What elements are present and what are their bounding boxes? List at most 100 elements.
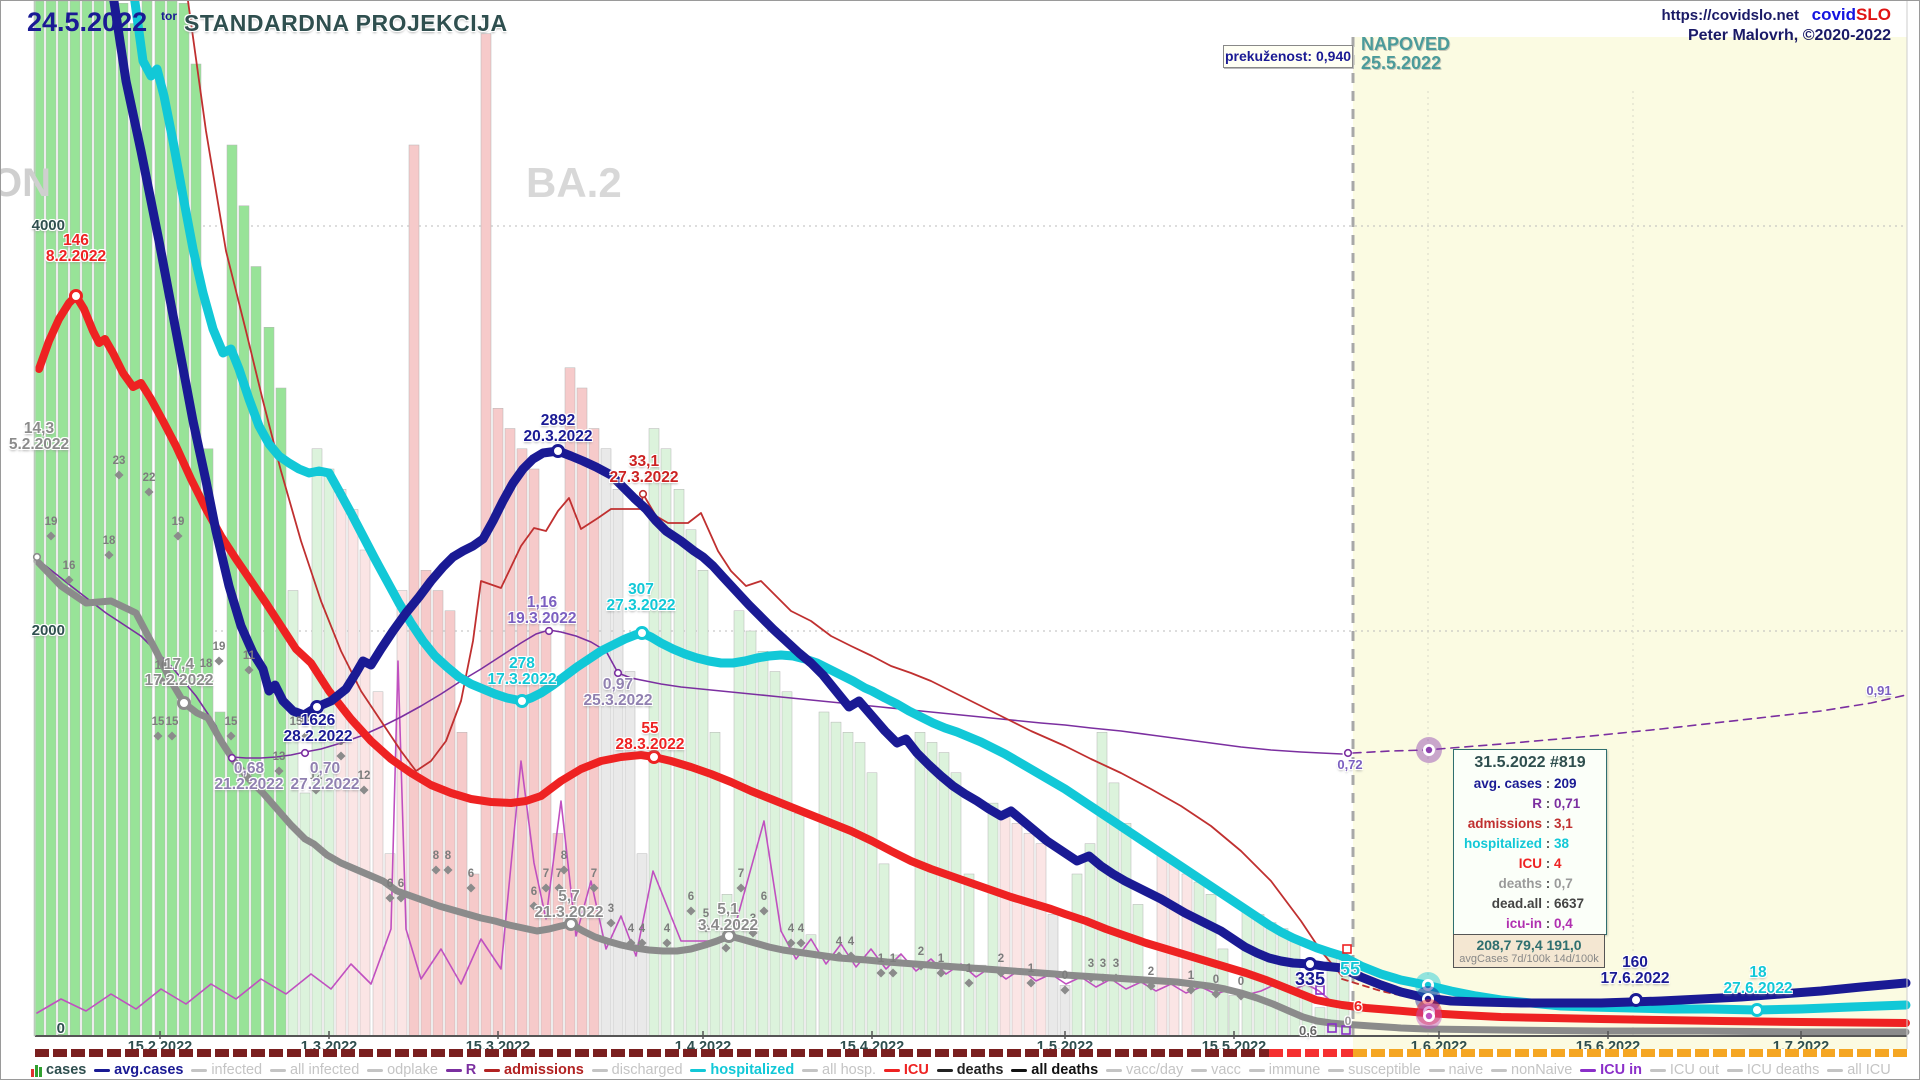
legend-item-susceptible[interactable]: susceptible: [1328, 1062, 1421, 1078]
daily-cases-bar: [1011, 823, 1023, 1037]
daily-deaths-count: 0: [1238, 976, 1244, 988]
daily-deaths-count: 1: [966, 963, 973, 975]
legend-item-nonnaive[interactable]: nonNaive: [1491, 1062, 1572, 1078]
daily-cases-bar: [781, 691, 793, 1037]
daily-cases-bar: [1132, 904, 1144, 1037]
legend-item-vacc-day[interactable]: vacc/day: [1106, 1062, 1183, 1078]
series-point-marker: [177, 696, 191, 710]
series-point-marker: [647, 750, 661, 764]
site-url-link[interactable]: https://covidslo.net: [1661, 7, 1799, 24]
legend-item-r[interactable]: R: [445, 1062, 476, 1078]
legend-item-immune[interactable]: immune: [1248, 1062, 1320, 1078]
legend-item-icu[interactable]: ICU: [883, 1062, 929, 1078]
legend-item-naive[interactable]: naive: [1428, 1062, 1483, 1078]
daily-deaths-marker: [1146, 981, 1156, 991]
series-dash-icon: [802, 1068, 819, 1072]
page-title: STANDARDNA PROJEKCIJA: [184, 10, 508, 36]
logo-slo: SLO: [1856, 5, 1891, 24]
daily-deaths-count: 16: [63, 560, 76, 572]
daily-deaths-count: 4: [836, 936, 843, 948]
daily-deaths-count: 6: [468, 868, 474, 880]
legend-item-label: ICU: [903, 1062, 929, 1078]
daily-cases-bar: [1228, 995, 1240, 1037]
legend-item-icu-deaths[interactable]: ICU deaths: [1726, 1062, 1820, 1078]
series-point-marker-small: [613, 668, 623, 678]
series-point-marker: [1303, 957, 1317, 971]
daily-cases-bar: [697, 570, 709, 1037]
daily-cases-bar: [890, 954, 902, 1037]
data-point-label: 18 27.6.2022: [1723, 964, 1793, 997]
legend-item-all-deaths[interactable]: all deaths: [1011, 1062, 1098, 1078]
daily-cases-bar: [830, 721, 842, 1037]
series-dash-icon: [1328, 1068, 1345, 1072]
forecast-glow-dot: [1424, 981, 1432, 989]
series-point-marker: [515, 694, 529, 708]
legend-item-icu-out[interactable]: ICU out: [1649, 1062, 1719, 1078]
daily-deaths-count: 15: [166, 716, 179, 728]
incidence-footer-box: 208,7 79,4 191,0 avgCases 7d/100k 14d/10…: [1453, 934, 1605, 968]
logo-covid: covid: [1811, 5, 1857, 24]
forecast-glow-dot: [1425, 746, 1433, 754]
icu-line: [35, 292, 1910, 1027]
info-row-deaths: deaths:0,7: [1498, 876, 1573, 891]
legend-item-all-infected[interactable]: all infected: [269, 1062, 359, 1078]
daily-deaths-count: 4: [788, 923, 795, 935]
site-logo[interactable]: covidSLO: [1812, 5, 1891, 25]
series-point-marker: [551, 444, 565, 458]
daily-cases-bar: [528, 468, 540, 1037]
forecast-heading: NAPOVED 25.5.2022: [1361, 35, 1450, 73]
daily-deaths-count: 6: [761, 891, 767, 903]
daily-deaths-count: 3: [1100, 958, 1106, 970]
daily-cases-bar: [757, 651, 769, 1037]
daily-cases-bar: [190, 63, 202, 1037]
daily-cases-bar: [93, 1, 105, 1037]
series-dash-icon: [690, 1068, 707, 1072]
daily-cases-bar: [456, 732, 468, 1037]
data-point-label: 55: [1339, 959, 1361, 979]
legend-item-vacc[interactable]: vacc: [1191, 1062, 1241, 1078]
legend-item-cases[interactable]: cases: [31, 1062, 86, 1078]
legend-item-deaths[interactable]: deaths: [936, 1062, 1003, 1078]
deaths-line: [33, 557, 1910, 1036]
legend-item-all-icu[interactable]: all ICU: [1827, 1062, 1891, 1078]
daily-cases-bar: [323, 468, 335, 1037]
daily-deaths-count: 1: [878, 953, 885, 965]
data-point-label: 307 27.3.2022: [606, 581, 676, 614]
legend-item-admissions[interactable]: admissions: [484, 1062, 584, 1078]
daily-cases-bar: [516, 448, 528, 1037]
legend-item-all-hosp-[interactable]: all hosp.: [802, 1062, 876, 1078]
legend-item-icu-in[interactable]: ICU in: [1580, 1062, 1642, 1078]
series-dash-icon: [1428, 1068, 1445, 1072]
daily-deaths-count: 3: [1113, 958, 1119, 970]
legend-item-label: ICU deaths: [1746, 1062, 1820, 1078]
daily-cases-bar: [950, 772, 962, 1037]
series-dash-icon: [936, 1068, 953, 1072]
daily-cases-bar: [81, 1, 93, 1037]
legend-item-infected[interactable]: infected: [191, 1062, 262, 1078]
legend-item-hospitalized[interactable]: hospitalized: [690, 1062, 794, 1078]
legend-item-avg-cases[interactable]: avg.cases: [94, 1062, 184, 1078]
daily-deaths-count: 2: [1148, 966, 1154, 978]
daily-cases-bar: [878, 863, 890, 1037]
series-point-marker-small: [227, 753, 237, 763]
daily-deaths-count: 4: [639, 923, 646, 935]
forecast-label: NAPOVED: [1361, 34, 1451, 54]
data-point-label: 1626 28.2.2022: [283, 712, 353, 745]
avgcases-line: [109, 1, 1911, 1008]
daily-deaths-count: 15: [225, 716, 238, 728]
series-point-marker: [564, 917, 578, 931]
daily-deaths-count: 8: [445, 850, 452, 862]
event-square-marker: [1341, 1025, 1351, 1035]
data-point-label: 6: [1353, 998, 1363, 1015]
daily-deaths-count: 19: [45, 516, 58, 528]
R-forecast: [1352, 694, 1907, 754]
legend-item-label: susceptible: [1348, 1062, 1421, 1078]
daily-deaths-count: 6: [688, 891, 694, 903]
legend-item-odplake[interactable]: odplake: [367, 1062, 438, 1078]
series-dash-icon: [1011, 1068, 1028, 1072]
daily-deaths-count: 18: [103, 535, 116, 547]
legend-item-discharged[interactable]: discharged: [591, 1062, 683, 1078]
daily-deaths-marker: [1026, 978, 1036, 988]
legend-item-label: nonNaive: [1511, 1062, 1573, 1078]
